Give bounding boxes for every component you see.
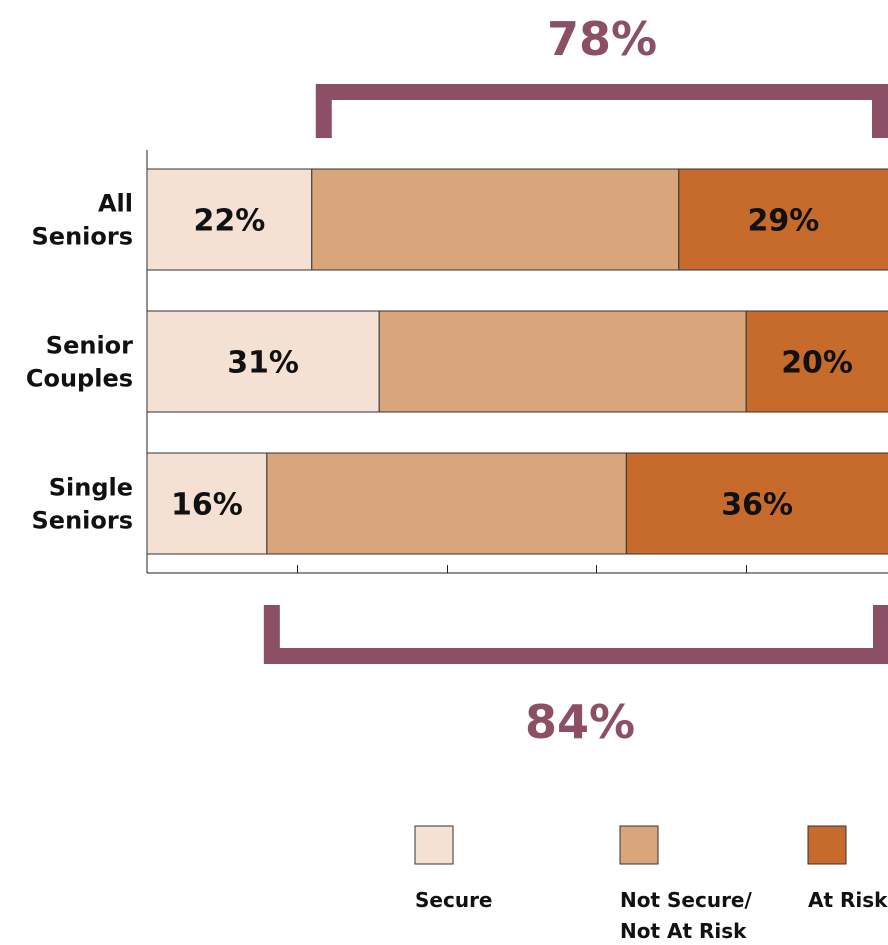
bar-segment-3: [745, 310, 888, 413]
bar-value-label: 22%: [193, 204, 265, 239]
bracket-top-label: 78%: [547, 12, 657, 66]
bar-segment-2: [378, 310, 747, 413]
category-label: Seniors: [32, 507, 133, 535]
bar-segment-1: [146, 452, 268, 555]
category-label: Senior: [46, 332, 133, 360]
bracket-bottom-label: 84%: [525, 695, 635, 749]
category-label: Single: [49, 474, 133, 502]
bar-value-label: 29%: [747, 204, 819, 239]
bar-value-label: 16%: [171, 488, 243, 523]
category-label: Couples: [26, 365, 133, 393]
bar-segment-2: [266, 452, 627, 555]
legend-label: Secure: [415, 888, 493, 912]
legend-label: At Risk: [808, 888, 888, 912]
legend-label: Not At Risk: [620, 919, 747, 943]
legend-swatch-1: [414, 825, 454, 865]
bracket-bottom: [263, 605, 888, 664]
legend-swatch-3: [807, 825, 847, 865]
bar-segment-3: [678, 168, 888, 271]
bar-segment-1: [146, 168, 313, 271]
category-label: Seniors: [32, 223, 133, 251]
category-label: All: [98, 190, 133, 218]
legend-swatch-2: [619, 825, 659, 865]
bar-value-label: 31%: [227, 346, 299, 381]
bar-segment-1: [146, 310, 380, 413]
bar-segment-2: [311, 168, 680, 271]
bar-value-label: 36%: [721, 488, 793, 523]
bar-value-label: 20%: [781, 346, 853, 381]
bracket-top: [315, 84, 888, 138]
bar-segment-3: [625, 452, 888, 555]
legend-label: Not Secure/: [620, 888, 752, 912]
